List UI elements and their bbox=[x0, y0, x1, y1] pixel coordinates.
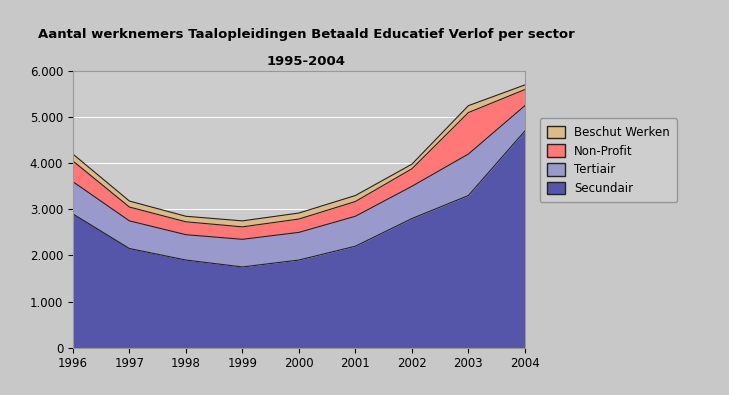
Legend: Beschut Werken, Non-Profit, Tertiair, Secundair: Beschut Werken, Non-Profit, Tertiair, Se… bbox=[539, 118, 677, 203]
Text: Aantal werknemers Taalopleidingen Betaald Educatief Verlof per sector: Aantal werknemers Taalopleidingen Betaal… bbox=[38, 28, 574, 41]
Text: 1995-2004: 1995-2004 bbox=[267, 55, 346, 68]
